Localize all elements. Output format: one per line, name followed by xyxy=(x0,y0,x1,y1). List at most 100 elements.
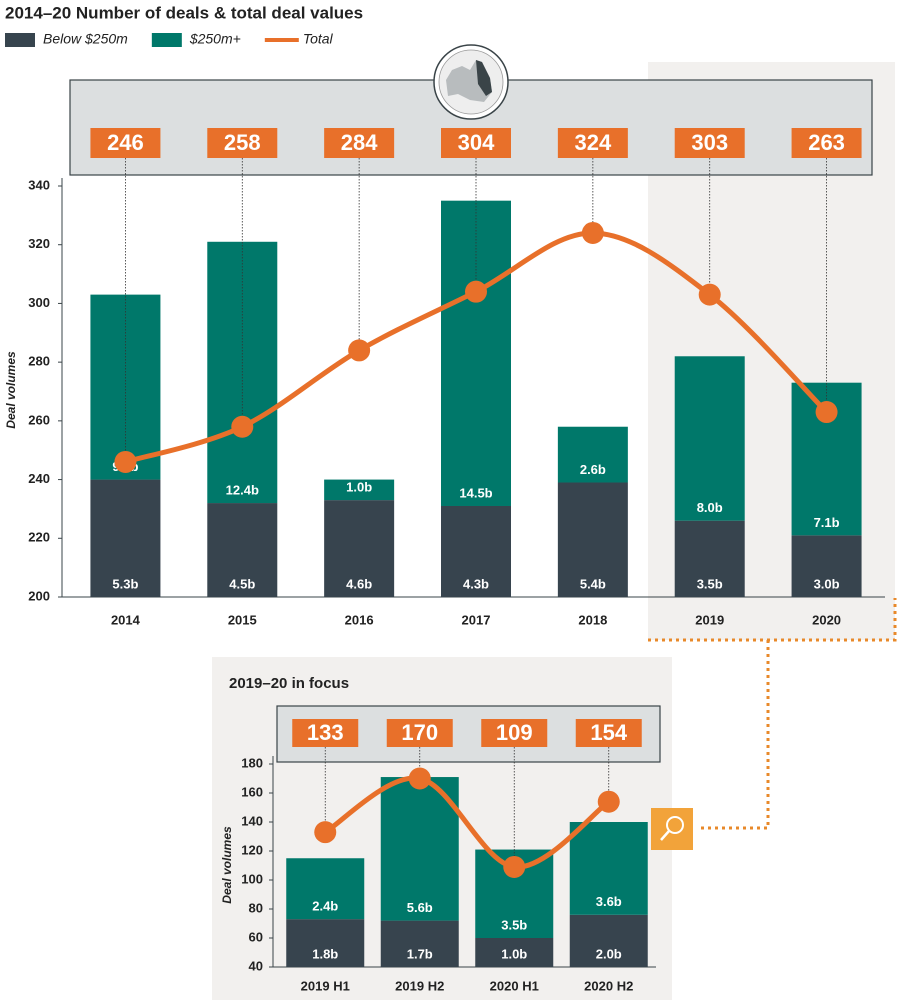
y-axis-label: Deal volumes xyxy=(220,826,234,904)
bar-label: 3.0b xyxy=(814,576,840,591)
bar xyxy=(207,503,278,597)
bar-label: 2.4b xyxy=(312,899,338,914)
bar xyxy=(324,479,395,501)
bar-label: 12.4b xyxy=(226,482,259,497)
bar-label: 4.6b xyxy=(346,576,372,591)
legend-swatch xyxy=(151,33,182,47)
bar-label: 8.0b xyxy=(697,500,723,515)
legend-label: $250m+ xyxy=(189,31,241,47)
bar-label: 7.1b xyxy=(814,515,840,530)
x-tick-label: 2020 xyxy=(812,612,841,627)
bar-label: 1.0b xyxy=(346,480,372,495)
total-point xyxy=(348,339,371,362)
total-label-box xyxy=(575,719,642,747)
total-label: 324 xyxy=(574,130,611,155)
total-label-box xyxy=(791,128,862,158)
chart-title: 2019–20 in focus xyxy=(229,675,349,692)
y-tick-label: 280 xyxy=(28,354,50,369)
total-point xyxy=(597,790,620,813)
total-label: 246 xyxy=(107,130,144,155)
x-tick-label: 2020 H1 xyxy=(490,978,539,993)
y-tick-label: 240 xyxy=(28,471,50,486)
bar-label: 2.6b xyxy=(580,462,606,477)
x-tick-label: 2018 xyxy=(578,612,607,627)
total-label: 303 xyxy=(691,130,728,155)
total-label: 258 xyxy=(224,130,261,155)
total-point xyxy=(465,280,487,303)
total-point xyxy=(314,821,337,844)
bar-label: 2.0b xyxy=(596,946,622,961)
bar-label: 3.5b xyxy=(697,576,723,591)
bar xyxy=(557,482,628,597)
bar xyxy=(380,777,459,921)
total-point xyxy=(114,450,137,473)
bar xyxy=(674,356,745,521)
total-point xyxy=(698,283,721,306)
x-tick-label: 2016 xyxy=(345,612,374,627)
x-tick-label: 2019 xyxy=(695,612,724,627)
focus-connector xyxy=(648,598,897,830)
x-tick-label: 2019 H1 xyxy=(301,978,350,993)
bar xyxy=(441,505,511,597)
total-label-box xyxy=(207,128,278,158)
total-label-box xyxy=(386,719,453,747)
total-label-box xyxy=(557,128,628,158)
bar-label: 4.3b xyxy=(463,576,489,591)
y-tick-label: 160 xyxy=(241,784,263,799)
total-label-box xyxy=(481,719,548,747)
bar-label: 5.6b xyxy=(407,900,433,915)
legend-swatch xyxy=(5,33,35,47)
total-label-box xyxy=(292,719,359,747)
bar xyxy=(286,919,365,967)
bar xyxy=(569,914,648,967)
total-label: 133 xyxy=(307,720,344,745)
x-tick-label: 2014 xyxy=(111,612,141,627)
bar xyxy=(557,426,628,483)
y-tick-label: 180 xyxy=(241,755,263,770)
x-tick-label: 2020 H2 xyxy=(584,978,633,993)
bar xyxy=(674,520,745,597)
y-tick-label: 320 xyxy=(28,236,50,251)
total-point xyxy=(408,767,431,790)
total-label-box xyxy=(90,128,161,158)
bar-label: 4.5b xyxy=(229,576,255,591)
y-tick-label: 120 xyxy=(241,842,263,857)
legend-label: Below $250m xyxy=(43,31,128,47)
total-label: 154 xyxy=(590,720,627,745)
bar xyxy=(475,938,554,967)
y-tick-label: 340 xyxy=(28,177,50,192)
y-axis-label: Deal volumes xyxy=(4,351,18,429)
bar-label: 5.4b xyxy=(580,576,606,591)
total-point xyxy=(581,221,604,244)
bar xyxy=(569,822,648,915)
total-label: 109 xyxy=(496,720,533,745)
bar xyxy=(324,500,395,597)
total-label: 304 xyxy=(458,130,495,155)
total-label-box xyxy=(324,128,395,158)
y-tick-label: 140 xyxy=(241,813,263,828)
y-tick-label: 80 xyxy=(249,900,263,915)
x-tick-label: 2015 xyxy=(228,612,257,627)
magnifier-icon xyxy=(651,808,693,850)
total-label: 284 xyxy=(341,130,378,155)
legend-label: Total xyxy=(303,31,334,47)
bar-label: 5.3b xyxy=(112,576,138,591)
y-tick-label: 220 xyxy=(28,530,50,545)
total-label: 170 xyxy=(401,720,438,745)
total-point xyxy=(231,415,254,438)
y-tick-label: 300 xyxy=(28,295,50,310)
bar-label: 14.5b xyxy=(459,485,492,500)
bar xyxy=(380,920,459,967)
globe-icon xyxy=(433,44,509,120)
y-tick-label: 200 xyxy=(28,588,50,603)
bar-label: 3.6b xyxy=(596,894,622,909)
bar xyxy=(286,858,365,920)
bar xyxy=(791,535,862,597)
total-point xyxy=(503,855,526,878)
bar-label: 1.7b xyxy=(407,946,433,961)
x-tick-label: 2019 H2 xyxy=(395,978,444,993)
bar-label: 1.8b xyxy=(312,946,338,961)
total-point xyxy=(815,401,838,424)
total-line xyxy=(323,775,611,870)
